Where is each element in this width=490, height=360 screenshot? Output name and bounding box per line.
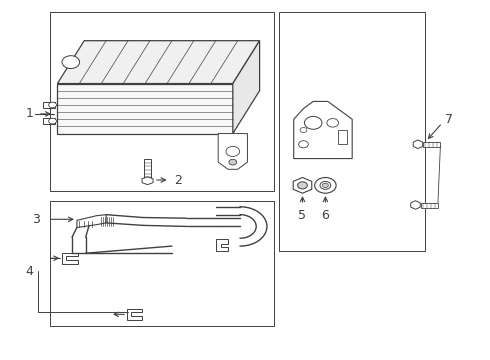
Bar bbox=[421, 203, 438, 207]
Circle shape bbox=[49, 102, 56, 108]
Polygon shape bbox=[57, 84, 233, 134]
Polygon shape bbox=[294, 102, 352, 158]
Circle shape bbox=[315, 177, 336, 193]
Bar bbox=[144, 158, 151, 178]
Text: 3: 3 bbox=[32, 213, 40, 226]
Polygon shape bbox=[57, 41, 260, 84]
Polygon shape bbox=[411, 201, 420, 209]
Bar bbox=[50, 12, 274, 191]
Bar bbox=[423, 142, 441, 147]
Text: 1: 1 bbox=[25, 107, 33, 120]
Polygon shape bbox=[293, 177, 312, 193]
Bar bbox=[43, 102, 55, 108]
Polygon shape bbox=[127, 309, 142, 320]
Polygon shape bbox=[218, 134, 247, 169]
Text: 5: 5 bbox=[298, 208, 306, 221]
Bar bbox=[43, 118, 55, 124]
Bar bbox=[50, 202, 274, 327]
Polygon shape bbox=[62, 252, 78, 264]
Bar bbox=[279, 12, 425, 251]
Polygon shape bbox=[142, 177, 153, 185]
Circle shape bbox=[320, 181, 331, 189]
Bar bbox=[338, 130, 347, 144]
Text: 4: 4 bbox=[25, 265, 33, 278]
Text: 6: 6 bbox=[321, 208, 329, 221]
Circle shape bbox=[49, 118, 56, 124]
Circle shape bbox=[229, 159, 237, 165]
Circle shape bbox=[62, 56, 79, 68]
Circle shape bbox=[322, 183, 328, 188]
Polygon shape bbox=[77, 215, 106, 228]
Text: 7: 7 bbox=[445, 113, 453, 126]
Polygon shape bbox=[413, 140, 423, 149]
Polygon shape bbox=[233, 41, 260, 134]
Text: 2: 2 bbox=[174, 174, 182, 186]
Polygon shape bbox=[216, 239, 228, 251]
Circle shape bbox=[297, 182, 307, 189]
